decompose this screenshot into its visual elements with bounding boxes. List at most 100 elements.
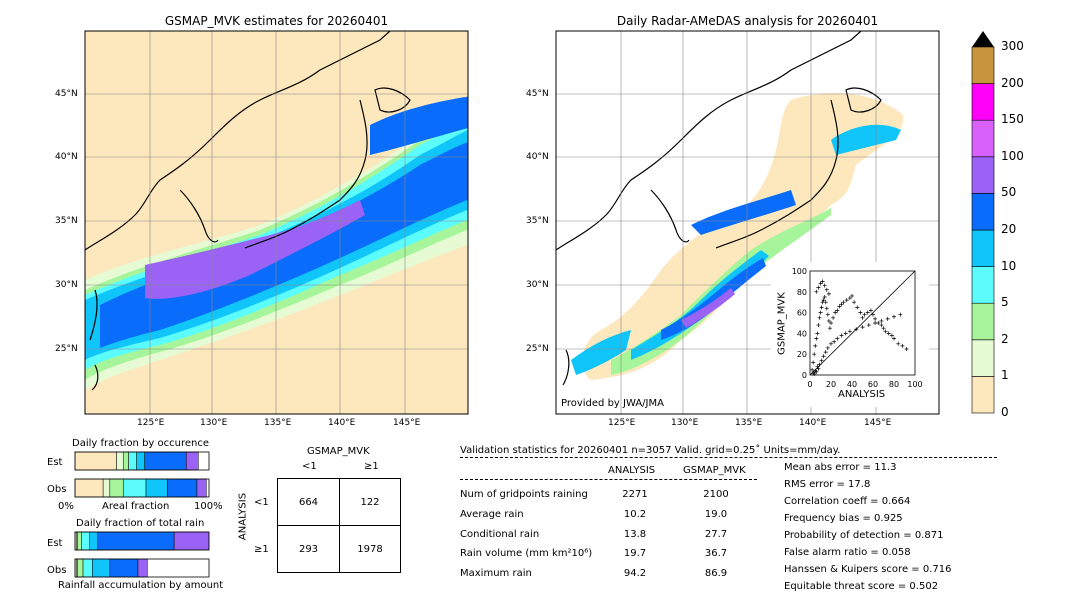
contingency-title: GSMAP_MVK bbox=[307, 446, 370, 457]
scatter-point bbox=[815, 364, 820, 369]
scatter-ytick: 40 bbox=[797, 329, 807, 338]
scatter-point bbox=[831, 315, 836, 320]
scatter-xtick: 0 bbox=[807, 380, 812, 389]
scatter-point bbox=[900, 343, 905, 348]
occ-segment bbox=[102, 478, 111, 498]
scatter-point bbox=[854, 327, 859, 332]
scatter-point bbox=[862, 312, 867, 317]
scatter-point bbox=[886, 331, 891, 336]
colorbar-segment bbox=[971, 302, 995, 341]
validation-row-label: Conditional rain bbox=[460, 529, 540, 540]
contingency-col-lt: <1 bbox=[302, 461, 317, 472]
scatter-point bbox=[855, 305, 860, 310]
validation-row-gsmap: 86.9 bbox=[704, 568, 728, 579]
occ-segment bbox=[185, 451, 199, 471]
right-lat-45: 45°N bbox=[526, 89, 549, 99]
left-lon-135: 135°E bbox=[264, 418, 292, 428]
scatter-point bbox=[839, 333, 844, 338]
left-lat-30: 30°N bbox=[55, 280, 78, 290]
contingency-cell-ge-ge: 1978 bbox=[357, 544, 383, 555]
scatter-points bbox=[810, 279, 909, 376]
validation-row-analysis: 10.2 bbox=[623, 509, 647, 520]
scatter-point bbox=[815, 331, 820, 336]
scatter-point bbox=[871, 312, 875, 317]
scatter-point bbox=[879, 323, 884, 328]
scatter-ytick: 100 bbox=[792, 267, 807, 276]
scatter-point bbox=[814, 369, 819, 374]
scatter-ytick: 80 bbox=[797, 288, 807, 297]
validation-row-analysis: 13.8 bbox=[623, 529, 647, 540]
occ-segment bbox=[128, 451, 137, 471]
occ-segment bbox=[122, 478, 147, 498]
scatter-point bbox=[821, 298, 826, 303]
scatter-point bbox=[832, 339, 837, 344]
scatter-point bbox=[812, 352, 817, 357]
scatter-point bbox=[812, 371, 817, 376]
scatter-point bbox=[892, 314, 896, 319]
left-lat-40: 40°N bbox=[55, 152, 78, 162]
scatter-point bbox=[811, 360, 816, 365]
scatter-point bbox=[883, 329, 888, 334]
total-rain-bars bbox=[74, 531, 210, 578]
score-hk: Hanssen & Kuipers score = 0.716 bbox=[784, 564, 952, 575]
contingency-col-ge: ≥1 bbox=[364, 461, 379, 472]
scatter-ytick: 0 bbox=[802, 371, 807, 380]
colorbar-extend-arrow bbox=[972, 31, 994, 47]
validation-row-gsmap: 19.0 bbox=[704, 509, 728, 520]
scatter-point bbox=[821, 354, 826, 359]
occurrence-row-est: Est bbox=[47, 457, 63, 468]
colorbar-segment bbox=[971, 46, 995, 84]
occ-frame bbox=[74, 451, 210, 471]
right-lon-130: 130°E bbox=[671, 418, 699, 428]
scatter-point bbox=[822, 283, 827, 288]
left-map-grid bbox=[85, 31, 468, 414]
scatter-point bbox=[814, 289, 819, 294]
colorbar-segment bbox=[971, 376, 995, 414]
scatter-xtick: 60 bbox=[868, 380, 878, 389]
contingency-table: 664 122 293 1978 bbox=[277, 478, 401, 573]
left-coast-mainland bbox=[85, 31, 391, 251]
occ-segment bbox=[109, 478, 124, 498]
scatter-point bbox=[818, 310, 823, 315]
right-rain-band-5 bbox=[691, 190, 796, 235]
validation-row-gsmap: 36.7 bbox=[704, 548, 728, 559]
scatter-point bbox=[837, 304, 842, 309]
left-lat-35: 35°N bbox=[55, 216, 78, 226]
left-lon-140: 140°E bbox=[328, 418, 356, 428]
validation-row-label: Num of gridpoints raining bbox=[460, 489, 588, 500]
scatter-ytick: 60 bbox=[797, 309, 807, 318]
score-pod: Probability of detection = 0.871 bbox=[784, 530, 944, 541]
right-coverage bbox=[582, 93, 904, 381]
scatter-ylabel: GSMAP_MVK bbox=[776, 292, 788, 355]
scatter-point bbox=[879, 318, 884, 323]
right-coast-mainland bbox=[556, 31, 862, 251]
scatter-point bbox=[898, 312, 903, 317]
scatter-point bbox=[826, 318, 831, 323]
scatter-point bbox=[904, 347, 909, 351]
colorbar-segment bbox=[971, 156, 995, 194]
colorbar-label: 2 bbox=[1001, 331, 1009, 346]
score-ets: Equitable threat score = 0.502 bbox=[784, 581, 939, 592]
scatter-xtick: 20 bbox=[826, 380, 836, 389]
validation-row-label: Maximum rain bbox=[460, 568, 532, 579]
occ-segment bbox=[74, 478, 104, 498]
occurrence-title: Daily fraction by occurence bbox=[72, 438, 210, 449]
right-map-credit: Provided by JWA/JMA bbox=[561, 398, 664, 409]
scatter-point bbox=[839, 302, 844, 307]
right-lon-125: 125°E bbox=[608, 418, 636, 428]
total-rain-title: Daily fraction of total rain bbox=[76, 518, 205, 529]
scatter-point bbox=[885, 316, 890, 321]
scatter-point bbox=[847, 329, 852, 334]
contingency-row-label: ANALYSIS bbox=[237, 492, 249, 541]
scatter-point bbox=[814, 336, 819, 341]
scatter-point bbox=[816, 366, 821, 371]
occurrence-axis-right: 100% bbox=[194, 501, 223, 512]
validation-row-analysis: 19.7 bbox=[623, 548, 647, 559]
tot-segment bbox=[92, 558, 111, 578]
left-coast-hokkaido bbox=[374, 87, 411, 113]
validation-row-analysis: 94.2 bbox=[623, 568, 647, 579]
scatter-point bbox=[892, 336, 896, 341]
scatter-point bbox=[816, 323, 821, 328]
colorbar-segment bbox=[971, 339, 995, 377]
scatter-reference-line bbox=[809, 270, 916, 376]
